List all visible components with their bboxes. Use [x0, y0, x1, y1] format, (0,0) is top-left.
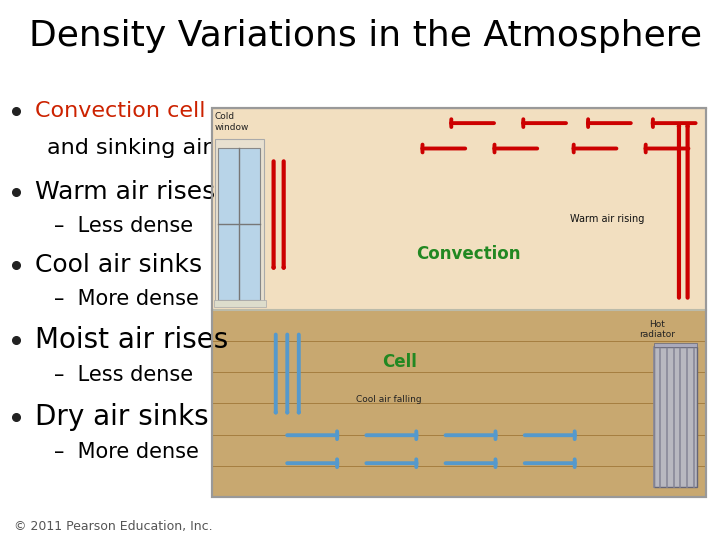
Text: © 2011 Pearson Education, Inc.: © 2011 Pearson Education, Inc. [14, 520, 213, 533]
Text: and sinking air: and sinking air [47, 138, 212, 159]
Text: –  More dense: – More dense [54, 288, 199, 309]
Text: Cold
window: Cold window [215, 112, 249, 132]
Bar [214, 300, 266, 307]
Bar [218, 148, 260, 300]
Text: Density Variations in the Atmosphere: Density Variations in the Atmosphere [29, 19, 702, 53]
Text: Hot
radiator: Hot radiator [639, 320, 675, 339]
Text: Convection cell: Convection cell [35, 100, 205, 121]
Text: –  Less dense: – Less dense [54, 365, 193, 386]
Text: Warm air rising: Warm air rising [570, 214, 644, 224]
Bar [654, 347, 697, 487]
Text: Cell: Cell [382, 354, 418, 372]
Text: Warm air rises: Warm air rises [35, 180, 215, 204]
Text: –  More dense: – More dense [54, 442, 199, 462]
Bar [654, 343, 697, 347]
Text: Cool air falling: Cool air falling [356, 395, 422, 404]
Text: Dry air sinks: Dry air sinks [35, 403, 208, 431]
Text: Cool air sinks: Cool air sinks [35, 253, 202, 276]
Bar [212, 310, 706, 497]
Text: –  Less dense: – Less dense [54, 215, 193, 236]
Bar [212, 108, 706, 310]
Text: Convection: Convection [417, 245, 521, 262]
Bar [215, 139, 264, 305]
Text: Moist air rises: Moist air rises [35, 326, 228, 354]
